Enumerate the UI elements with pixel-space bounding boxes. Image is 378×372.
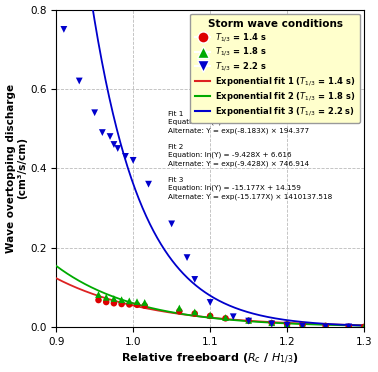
Point <box>96 297 102 303</box>
Point <box>126 298 132 304</box>
Point <box>107 134 113 140</box>
Legend: $T_{1/3}$ = 1.4 s, $T_{1/3}$ = 1.8 s, $T_{1/3}$ = 2.2 s, Exponential fit 1 ($T_{: $T_{1/3}$ = 1.4 s, $T_{1/3}$ = 1.8 s, $T… <box>191 14 360 123</box>
Point <box>176 305 182 311</box>
Point <box>269 321 275 327</box>
Point <box>284 322 290 328</box>
Point <box>346 324 352 330</box>
Point <box>223 315 229 321</box>
Point <box>207 299 213 305</box>
Point <box>207 313 213 319</box>
Point <box>119 297 125 303</box>
Point <box>142 303 148 309</box>
Point <box>269 320 275 326</box>
Point <box>299 323 305 329</box>
Point <box>284 321 290 327</box>
Point <box>130 157 136 163</box>
Y-axis label: Wave overtopping discharge
(cm³/s/cm): Wave overtopping discharge (cm³/s/cm) <box>6 84 27 253</box>
Point <box>230 314 236 320</box>
Point <box>115 145 121 151</box>
Point <box>223 315 229 321</box>
Point <box>246 317 252 323</box>
Point <box>99 129 105 135</box>
Point <box>322 324 328 330</box>
Point <box>322 323 328 329</box>
Point <box>207 312 213 318</box>
Point <box>169 221 175 227</box>
Point <box>299 322 305 328</box>
Point <box>361 324 367 330</box>
Point <box>346 324 352 330</box>
Point <box>246 318 252 324</box>
Point <box>111 300 117 306</box>
Point <box>192 311 198 317</box>
Point <box>122 153 129 159</box>
Point <box>134 299 140 305</box>
Point <box>91 110 98 116</box>
Point <box>146 181 152 187</box>
Point <box>346 324 352 330</box>
Point <box>119 301 125 307</box>
Point <box>111 141 117 147</box>
Point <box>192 276 198 282</box>
X-axis label: Relative freeboard ($R_c$ / $H_{1/3}$): Relative freeboard ($R_c$ / $H_{1/3}$) <box>121 352 299 366</box>
Point <box>184 255 190 261</box>
Point <box>111 295 117 301</box>
Point <box>142 299 148 305</box>
Point <box>61 26 67 32</box>
Point <box>284 321 290 327</box>
Point <box>269 320 275 326</box>
Point <box>322 323 328 329</box>
Point <box>176 308 182 314</box>
Point <box>246 318 252 324</box>
Text: Fit 1
Equation: ln(Y) = -8.183X + 5.27
Alternate: Y = exp(-8.183X) × 194.377

Fi: Fit 1 Equation: ln(Y) = -8.183X + 5.27 A… <box>168 111 332 200</box>
Point <box>103 294 109 300</box>
Point <box>103 299 109 305</box>
Point <box>361 324 367 330</box>
Point <box>76 78 82 84</box>
Point <box>192 309 198 315</box>
Point <box>299 322 305 328</box>
Point <box>134 302 140 308</box>
Point <box>126 301 132 307</box>
Point <box>96 292 102 298</box>
